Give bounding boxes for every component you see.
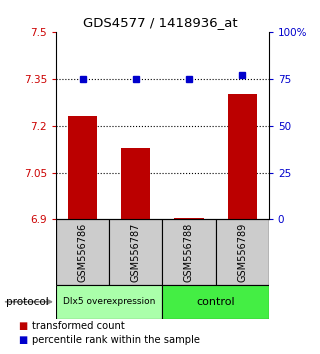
- FancyBboxPatch shape: [163, 219, 216, 285]
- Bar: [68, 116, 97, 219]
- Text: percentile rank within the sample: percentile rank within the sample: [32, 335, 200, 345]
- FancyBboxPatch shape: [216, 219, 269, 285]
- Text: transformed count: transformed count: [32, 321, 125, 331]
- Text: GDS4577 / 1418936_at: GDS4577 / 1418936_at: [83, 16, 237, 29]
- Text: Dlx5 overexpression: Dlx5 overexpression: [63, 297, 156, 306]
- Text: GSM556788: GSM556788: [184, 223, 194, 282]
- FancyBboxPatch shape: [56, 219, 109, 285]
- FancyBboxPatch shape: [109, 219, 163, 285]
- FancyBboxPatch shape: [56, 285, 163, 319]
- Bar: [121, 148, 150, 219]
- FancyBboxPatch shape: [163, 285, 269, 319]
- Text: control: control: [196, 297, 235, 307]
- Text: GSM556786: GSM556786: [77, 223, 88, 282]
- Text: GSM556789: GSM556789: [237, 223, 247, 282]
- Text: ■: ■: [18, 335, 27, 345]
- Text: protocol: protocol: [6, 297, 49, 307]
- Bar: [228, 95, 257, 219]
- Text: GSM556787: GSM556787: [131, 223, 141, 282]
- Bar: [174, 218, 204, 219]
- Text: ■: ■: [18, 321, 27, 331]
